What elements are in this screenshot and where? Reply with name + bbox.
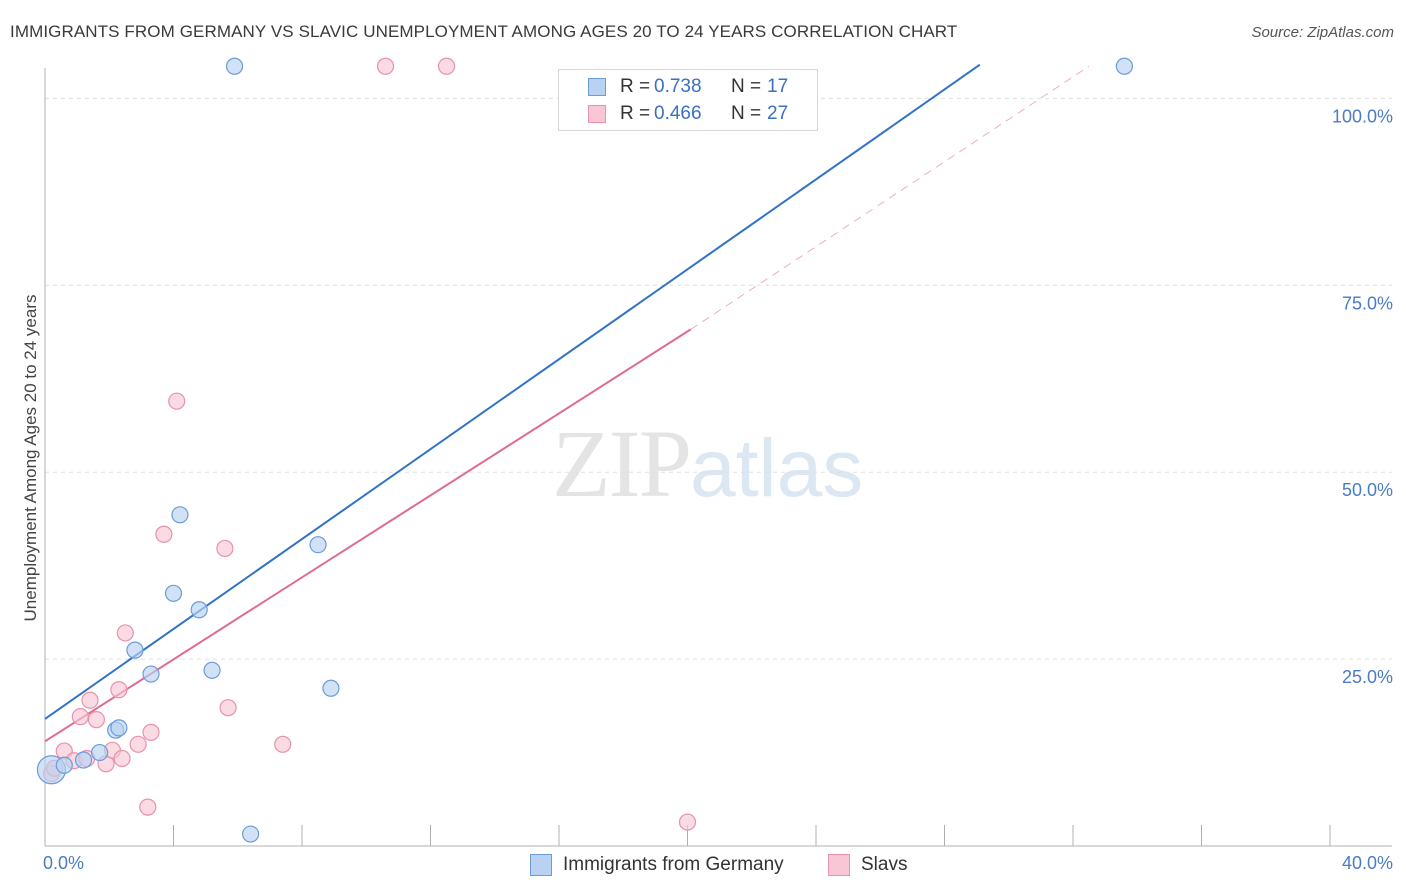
slavs-swatch xyxy=(588,105,606,123)
slavs-point xyxy=(219,699,237,717)
germany-point xyxy=(225,57,244,75)
slavs-point xyxy=(87,711,106,729)
slavs-point xyxy=(155,525,173,543)
axis-layer xyxy=(44,68,1392,847)
germany-point xyxy=(126,641,144,659)
slavs-point xyxy=(129,735,147,753)
n-label: N = xyxy=(731,76,762,97)
germany-swatch xyxy=(588,78,606,96)
stats-row-germany: R = 0.738 N = 17 xyxy=(559,74,817,101)
slavs-point xyxy=(139,798,157,816)
slavs-point xyxy=(216,539,234,558)
slavs-point xyxy=(274,735,292,753)
trend-layer xyxy=(44,63,1090,743)
y-tick-label: 25.0% xyxy=(1342,667,1393,687)
y-tick-label: 50.0% xyxy=(1342,480,1393,500)
x-tick-label-max: 40.0% xyxy=(1342,853,1393,873)
watermark: ZIPatlas xyxy=(552,408,863,519)
germany-point xyxy=(1115,57,1134,75)
slavs-swatch xyxy=(828,854,850,876)
point-layer xyxy=(36,57,1134,843)
y-axis-label: Unemployment Among Ages 20 to 24 years xyxy=(21,295,40,622)
r-label: R = xyxy=(620,76,651,97)
y-tick-label: 100.0% xyxy=(1332,106,1393,126)
legend-label: Immigrants from Germany xyxy=(563,854,784,875)
germany-point xyxy=(309,536,327,554)
y-tick-label: 75.0% xyxy=(1342,293,1393,313)
slavs-point xyxy=(81,691,99,709)
germany-point xyxy=(110,719,128,737)
slavs-point xyxy=(71,708,89,726)
germany-point xyxy=(74,751,93,769)
chart-source: Source: ZipAtlas.com xyxy=(1251,24,1394,41)
slavs-point xyxy=(113,749,131,768)
x-tick-label-min: 0.0% xyxy=(43,853,84,873)
slavs-point xyxy=(168,392,186,410)
germany-trend-line xyxy=(44,63,981,720)
germany-point xyxy=(55,756,73,774)
stats-legend-box: R = 0.738 N = 17 R = 0.466 N = 27 xyxy=(558,69,818,131)
slavs-trend-line xyxy=(44,328,692,743)
slavs-point xyxy=(142,723,160,741)
germany-point xyxy=(142,665,160,683)
n-value: 17 xyxy=(767,76,789,97)
germany-point xyxy=(242,825,260,843)
label-layer: 25.0% 50.0% 75.0% 100.0% 0.0% 40.0% Unemployme… xyxy=(21,106,1393,873)
r-value: 0.738 xyxy=(654,76,702,97)
r-label: R = xyxy=(620,103,651,124)
slavs-point xyxy=(376,57,395,75)
chart-title: IMMIGRANTS FROM GERMANY VS SLAVIC UNEMPL… xyxy=(10,22,958,41)
germany-point xyxy=(91,743,109,762)
germany-point xyxy=(322,679,340,697)
germany-swatch xyxy=(530,854,552,876)
watermark-zip: ZIP xyxy=(552,410,692,517)
grid-layer xyxy=(45,97,1392,660)
slavs-trend-extension xyxy=(690,65,1090,330)
slavs-point xyxy=(116,624,134,642)
germany-point xyxy=(203,661,221,679)
germany-point xyxy=(171,506,189,524)
slavs-point xyxy=(110,681,128,699)
slavs-point xyxy=(437,57,456,75)
bottom-legend: Immigrants from Germany Slavs xyxy=(0,850,1406,880)
n-value: 27 xyxy=(767,103,789,124)
n-label: N = xyxy=(731,103,762,124)
legend-label: Slavs xyxy=(861,854,908,875)
r-value: 0.466 xyxy=(654,103,702,124)
germany-point xyxy=(164,584,183,602)
stats-row-slavs: R = 0.466 N = 27 xyxy=(559,101,817,128)
watermark-atlas: atlas xyxy=(690,423,864,514)
germany-point xyxy=(190,601,208,619)
slavs-point xyxy=(678,813,697,831)
